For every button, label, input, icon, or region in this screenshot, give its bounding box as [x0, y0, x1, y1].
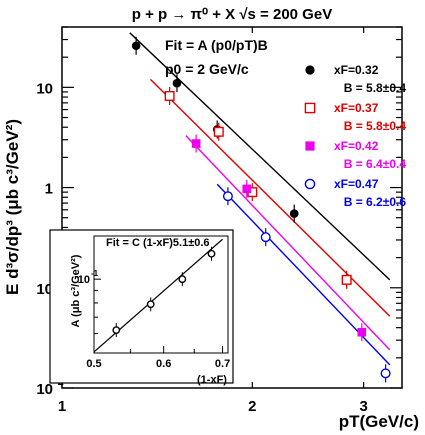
inset-x-tick-label: 0.7: [215, 358, 230, 370]
data-point: [172, 78, 182, 88]
inset-y-tick-exponent: -1: [91, 269, 99, 278]
x-tick-label: 2: [248, 398, 256, 415]
legend-fit-label: B = 5.8±0.4: [344, 119, 407, 133]
data-point: [191, 139, 201, 148]
inset-y-tick-label: 10: [78, 274, 90, 286]
data-point: [380, 368, 391, 379]
fit-line: [216, 183, 391, 366]
data-point: [304, 102, 316, 114]
main-data-points: [131, 36, 391, 383]
y-tick-label: 10: [36, 381, 53, 398]
inset-y-axis-title: A (μb c³/GeV²): [70, 254, 82, 327]
fit-formula: Fit = A (p0/pT)B: [165, 37, 268, 53]
y-axis-title: E d³σ/dp³ (μb c³/GeV²): [3, 119, 22, 295]
legend-series-name: xF=0.47: [334, 177, 379, 191]
legend-series-name: xF=0.32: [334, 63, 379, 77]
data-point: [164, 90, 175, 101]
data-point: [289, 209, 299, 218]
legend: xF=0.32 B = 5.8±0.4 xF=0.37 B = 5.8±0.4 xF=0…: [304, 63, 407, 209]
data-point: [178, 275, 187, 284]
p0-label: p0 = 2 GeV/c: [165, 61, 249, 77]
data-point: [357, 327, 367, 337]
fit-line: [185, 135, 391, 351]
data-point: [131, 41, 141, 51]
y-tick-label: 10: [36, 281, 53, 298]
data-point: [260, 232, 271, 243]
legend-series-name: xF=0.37: [334, 101, 379, 115]
data-point: [304, 178, 316, 190]
inset-title: Fit = C (1-xF)5.1±0.6: [106, 237, 210, 249]
data-point: [305, 141, 315, 151]
x-axis-title: pT(GeV/c): [339, 412, 419, 431]
legend-fit-label: B = 5.8±0.4: [344, 81, 407, 95]
legend-series-name: xF=0.42: [334, 139, 379, 153]
chart-title: p + p → π⁰ + X √s = 200 GeV: [132, 6, 332, 23]
inset-x-tick-label: 0.6: [156, 358, 171, 370]
data-point: [341, 274, 352, 285]
legend-fit-label: B = 6.4±0.4: [344, 157, 407, 171]
data-point: [146, 300, 155, 309]
data-point: [213, 126, 224, 137]
legend-fit-label: B = 6.2±0.6: [344, 195, 407, 209]
data-point: [242, 184, 252, 194]
y-tick-label: 1: [45, 181, 53, 198]
x-tick-label: 1: [58, 398, 66, 415]
inset-content: 0.5 0.6 0.7 10-1: [78, 238, 230, 370]
data-point: [222, 191, 233, 202]
inset-x-tick-label: 0.5: [86, 358, 101, 370]
fit-line: [129, 32, 391, 281]
inset-plot-frame: [93, 235, 229, 354]
plot-frame: [61, 26, 403, 389]
data-point: [207, 249, 216, 258]
x-tick-label: 3: [359, 398, 367, 415]
data-point: [305, 65, 315, 75]
inset-frame: [49, 229, 234, 384]
y-tick-label: 10: [36, 80, 53, 97]
data-point: [112, 326, 121, 334]
inset-x-axis-title: (1-xF): [197, 374, 227, 386]
